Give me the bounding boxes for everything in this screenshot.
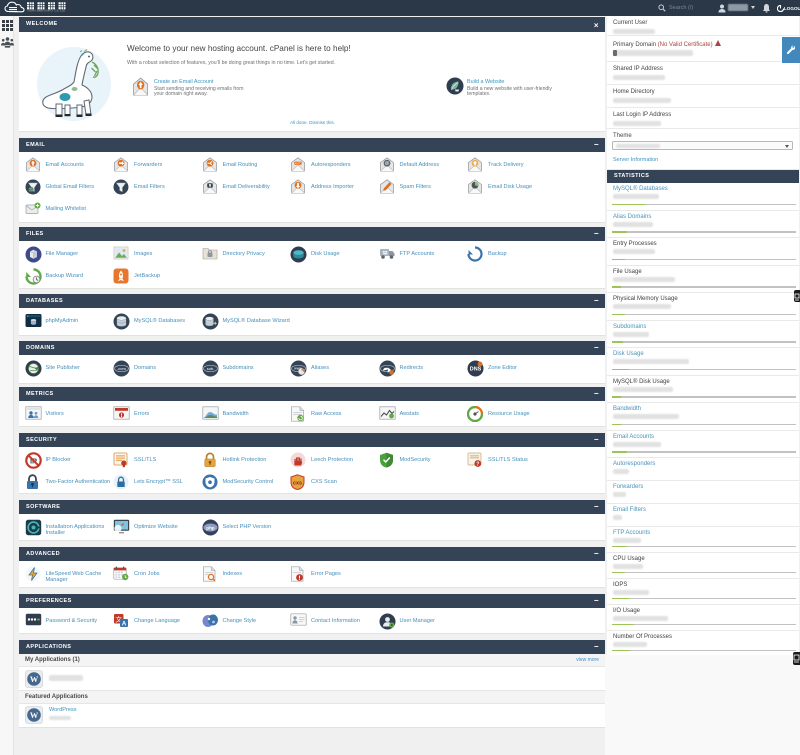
svg-text:W: W [30, 711, 39, 720]
svg-text:php: php [206, 525, 215, 530]
svg-text:DNS: DNS [470, 367, 482, 373]
svg-text:文: 文 [116, 614, 123, 623]
svg-text:cxs: cxs [293, 480, 302, 486]
svg-text:W: W [30, 675, 39, 684]
svg-text:sub.: sub. [206, 366, 214, 371]
svg-text:@: @ [384, 161, 389, 166]
svg-text:?: ? [476, 461, 479, 467]
svg-text:A: A [122, 620, 127, 627]
svg-text:AUTO: AUTO [294, 161, 301, 165]
svg-text:www: www [294, 367, 302, 371]
svg-text:.com: .com [117, 366, 126, 371]
